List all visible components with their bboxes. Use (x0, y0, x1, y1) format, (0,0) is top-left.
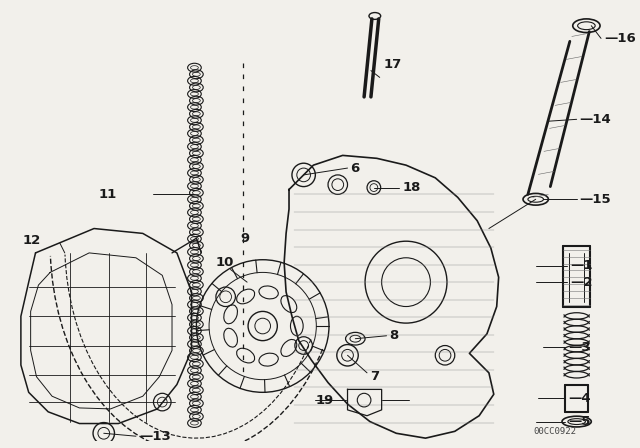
Text: 8: 8 (390, 329, 399, 342)
Text: —15: —15 (580, 193, 611, 206)
Text: 19: 19 (316, 394, 333, 407)
Text: —1: —1 (570, 259, 593, 272)
Text: 11: 11 (99, 188, 117, 201)
Text: —14: —14 (580, 113, 611, 126)
Text: 18: 18 (402, 181, 420, 194)
Text: 00CC0922: 00CC0922 (534, 427, 577, 436)
Text: —3: —3 (568, 341, 591, 354)
Text: 12: 12 (23, 234, 41, 247)
Text: —2: —2 (570, 276, 593, 289)
Text: —13: —13 (139, 430, 171, 443)
Text: 9: 9 (240, 232, 250, 245)
Text: —4: —4 (568, 392, 591, 405)
Text: 10: 10 (216, 256, 234, 269)
Text: —5: —5 (568, 415, 590, 428)
Text: 6: 6 (351, 162, 360, 175)
Text: 17: 17 (383, 58, 402, 71)
Text: —16: —16 (604, 32, 636, 45)
Text: 7: 7 (370, 370, 379, 383)
